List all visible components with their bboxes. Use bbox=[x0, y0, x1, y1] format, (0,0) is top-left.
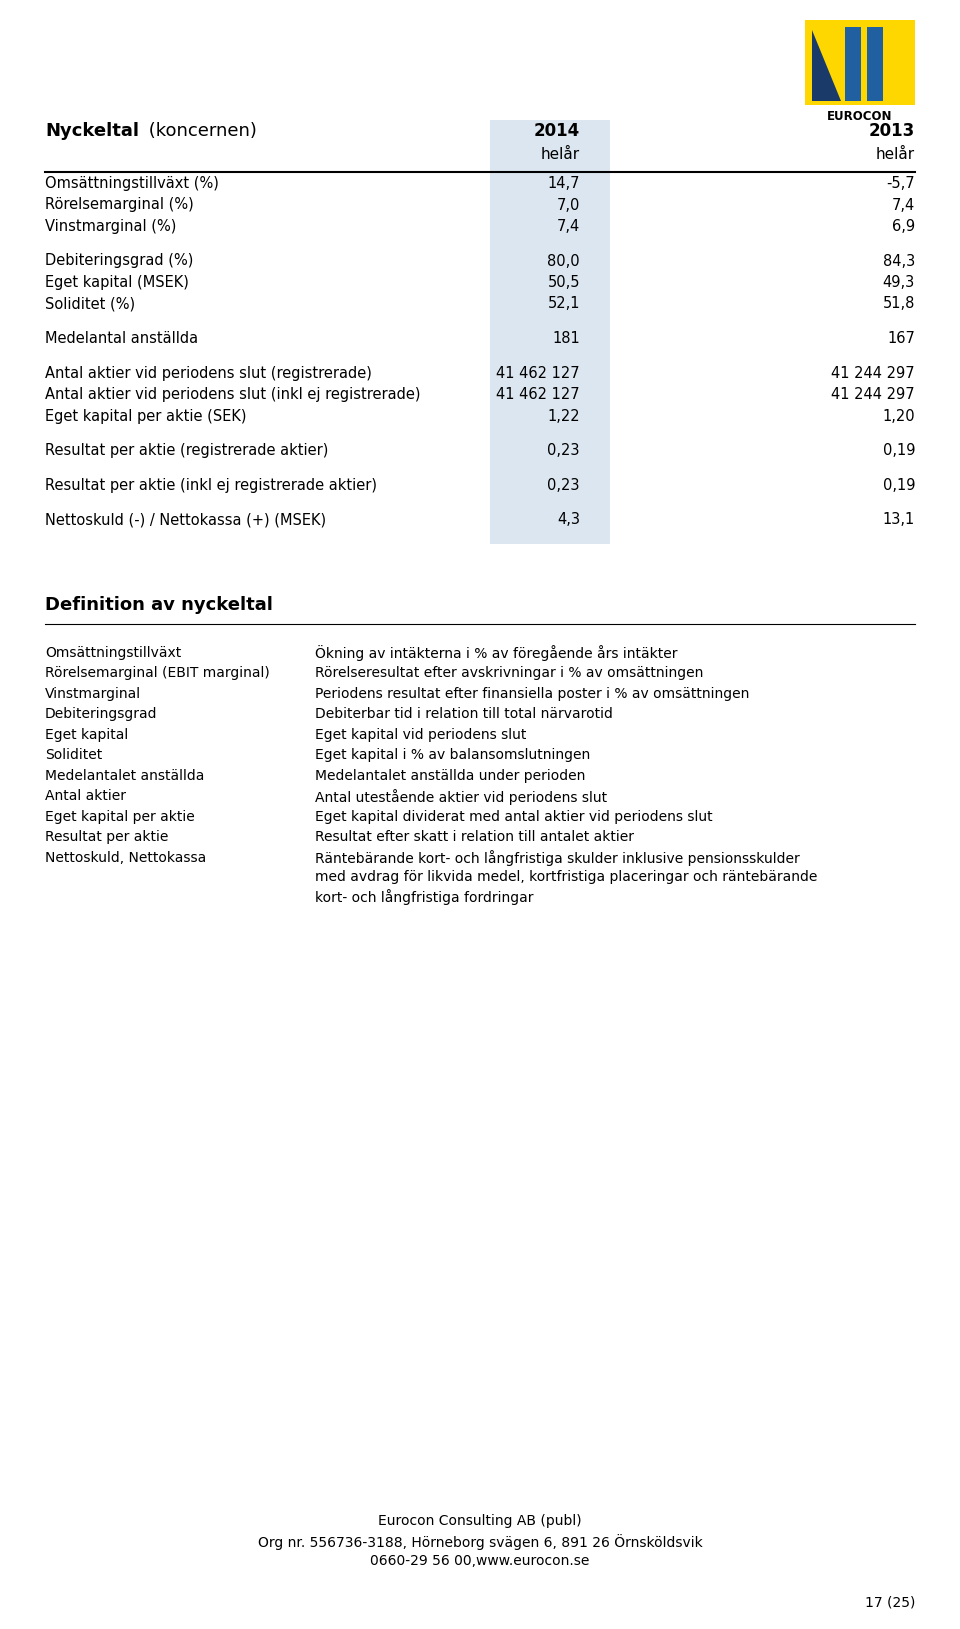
Text: 84,3: 84,3 bbox=[883, 254, 915, 269]
Text: 0,23: 0,23 bbox=[547, 477, 580, 492]
Text: 7,0: 7,0 bbox=[557, 197, 580, 212]
Text: Debiteringsgrad: Debiteringsgrad bbox=[45, 707, 157, 722]
Text: Rörelsemarginal (EBIT marginal): Rörelsemarginal (EBIT marginal) bbox=[45, 666, 270, 679]
Text: Antal aktier: Antal aktier bbox=[45, 788, 126, 803]
Text: 52,1: 52,1 bbox=[547, 296, 580, 311]
Text: Resultat per aktie (inkl ej registrerade aktier): Resultat per aktie (inkl ej registrerade… bbox=[45, 477, 377, 492]
Text: 80,0: 80,0 bbox=[547, 254, 580, 269]
Polygon shape bbox=[867, 28, 883, 101]
Text: 51,8: 51,8 bbox=[882, 296, 915, 311]
Text: 0,23: 0,23 bbox=[547, 443, 580, 458]
Text: Eget kapital dividerat med antal aktier vid periodens slut: Eget kapital dividerat med antal aktier … bbox=[315, 810, 712, 824]
Text: Ökning av intäkterna i % av föregående års intäkter: Ökning av intäkterna i % av föregående å… bbox=[315, 645, 678, 661]
Text: Antal utestående aktier vid periodens slut: Antal utestående aktier vid periodens sl… bbox=[315, 788, 607, 805]
Text: Nettoskuld, Nettokassa: Nettoskuld, Nettokassa bbox=[45, 850, 206, 865]
Text: 17 (25): 17 (25) bbox=[865, 1595, 915, 1609]
Text: (koncernen): (koncernen) bbox=[143, 122, 257, 140]
Text: Eget kapital vid periodens slut: Eget kapital vid periodens slut bbox=[315, 728, 526, 741]
Text: -5,7: -5,7 bbox=[886, 176, 915, 191]
Text: 49,3: 49,3 bbox=[883, 275, 915, 290]
Text: Eget kapital per aktie: Eget kapital per aktie bbox=[45, 810, 195, 824]
Text: 6,9: 6,9 bbox=[892, 218, 915, 235]
Text: 1,22: 1,22 bbox=[547, 409, 580, 424]
Text: 181: 181 bbox=[552, 331, 580, 345]
Text: helår: helår bbox=[876, 147, 915, 161]
Text: 0,19: 0,19 bbox=[882, 477, 915, 492]
Text: Omsättningstillväxt: Omsättningstillväxt bbox=[45, 645, 181, 660]
Text: Vinstmarginal (%): Vinstmarginal (%) bbox=[45, 218, 177, 235]
Text: 7,4: 7,4 bbox=[892, 197, 915, 212]
Text: Eget kapital i % av balansomslutningen: Eget kapital i % av balansomslutningen bbox=[315, 748, 590, 762]
Text: Org nr. 556736-3188, Hörneborg svägen 6, 891 26 Örnsköldsvik: Org nr. 556736-3188, Hörneborg svägen 6,… bbox=[257, 1535, 703, 1549]
Text: Debiteringsgrad (%): Debiteringsgrad (%) bbox=[45, 254, 193, 269]
Text: 41 244 297: 41 244 297 bbox=[831, 365, 915, 381]
Text: 2013: 2013 bbox=[869, 122, 915, 140]
Text: Definition av nyckeltal: Definition av nyckeltal bbox=[45, 596, 273, 614]
Polygon shape bbox=[845, 28, 861, 101]
Text: Resultat per aktie: Resultat per aktie bbox=[45, 831, 168, 844]
Text: Periodens resultat efter finansiella poster i % av omsättningen: Periodens resultat efter finansiella pos… bbox=[315, 686, 750, 700]
Text: med avdrag för likvida medel, kortfristiga placeringar och räntebärande: med avdrag för likvida medel, kortfristi… bbox=[315, 870, 817, 885]
Text: 41 462 127: 41 462 127 bbox=[496, 365, 580, 381]
Text: 7,4: 7,4 bbox=[557, 218, 580, 235]
Text: Eget kapital (MSEK): Eget kapital (MSEK) bbox=[45, 275, 189, 290]
Text: Medelantalet anställda under perioden: Medelantalet anställda under perioden bbox=[315, 769, 586, 782]
Text: 14,7: 14,7 bbox=[547, 176, 580, 191]
Text: 4,3: 4,3 bbox=[557, 512, 580, 528]
Bar bbox=[805, 20, 915, 104]
Text: 167: 167 bbox=[887, 331, 915, 345]
Text: Soliditet: Soliditet bbox=[45, 748, 103, 762]
Text: helår: helår bbox=[540, 147, 580, 161]
Text: Eget kapital per aktie (SEK): Eget kapital per aktie (SEK) bbox=[45, 409, 247, 424]
Polygon shape bbox=[812, 29, 841, 101]
Text: Debiterbar tid i relation till total närvarotid: Debiterbar tid i relation till total när… bbox=[315, 707, 612, 722]
Text: 1,20: 1,20 bbox=[882, 409, 915, 424]
Text: Rörelseresultat efter avskrivningar i % av omsättningen: Rörelseresultat efter avskrivningar i % … bbox=[315, 666, 704, 679]
Text: Nettoskuld (-) / Nettokassa (+) (MSEK): Nettoskuld (-) / Nettokassa (+) (MSEK) bbox=[45, 512, 326, 528]
Text: Nyckeltal: Nyckeltal bbox=[45, 122, 139, 140]
Text: Eget kapital: Eget kapital bbox=[45, 728, 129, 741]
Text: Soliditet (%): Soliditet (%) bbox=[45, 296, 135, 311]
Text: Antal aktier vid periodens slut (registrerade): Antal aktier vid periodens slut (registr… bbox=[45, 365, 372, 381]
Text: Resultat per aktie (registrerade aktier): Resultat per aktie (registrerade aktier) bbox=[45, 443, 328, 458]
Text: 0660-29 56 00,www.eurocon.se: 0660-29 56 00,www.eurocon.se bbox=[371, 1554, 589, 1569]
Text: 2014: 2014 bbox=[534, 122, 580, 140]
Text: 41 244 297: 41 244 297 bbox=[831, 388, 915, 402]
Text: 0,19: 0,19 bbox=[882, 443, 915, 458]
Text: Medelantal anställda: Medelantal anställda bbox=[45, 331, 198, 345]
Text: Antal aktier vid periodens slut (inkl ej registrerade): Antal aktier vid periodens slut (inkl ej… bbox=[45, 388, 420, 402]
Text: kort- och långfristiga fordringar: kort- och långfristiga fordringar bbox=[315, 889, 534, 906]
Text: 13,1: 13,1 bbox=[883, 512, 915, 528]
Text: EUROCON: EUROCON bbox=[828, 111, 893, 124]
Text: Resultat efter skatt i relation till antalet aktier: Resultat efter skatt i relation till ant… bbox=[315, 831, 634, 844]
Text: Eurocon Consulting AB (publ): Eurocon Consulting AB (publ) bbox=[378, 1513, 582, 1528]
Text: Räntebärande kort- och långfristiga skulder inklusive pensionsskulder: Räntebärande kort- och långfristiga skul… bbox=[315, 850, 800, 867]
Text: 41 462 127: 41 462 127 bbox=[496, 388, 580, 402]
Text: Vinstmarginal: Vinstmarginal bbox=[45, 686, 141, 700]
Text: Rörelsemarginal (%): Rörelsemarginal (%) bbox=[45, 197, 194, 212]
Text: 50,5: 50,5 bbox=[547, 275, 580, 290]
Text: Medelantalet anställda: Medelantalet anställda bbox=[45, 769, 204, 782]
Bar bbox=[490, 173, 610, 544]
Bar bbox=[490, 121, 610, 173]
Text: Omsättningstillväxt (%): Omsättningstillväxt (%) bbox=[45, 176, 219, 191]
